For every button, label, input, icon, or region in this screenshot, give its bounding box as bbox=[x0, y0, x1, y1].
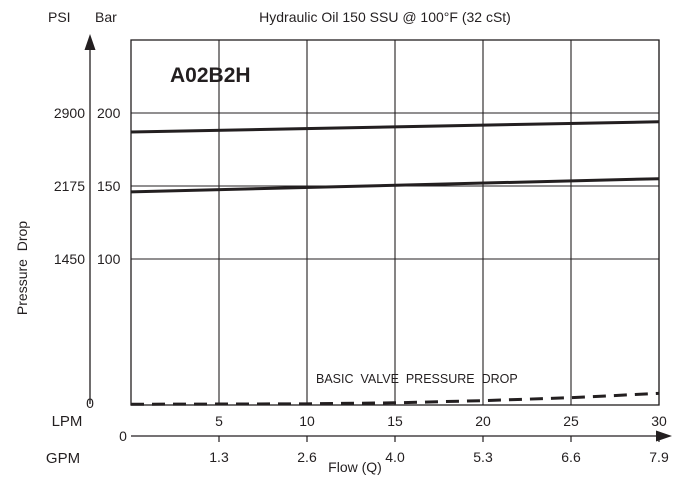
x-tick-label-lpm: 5 bbox=[215, 413, 223, 429]
psi-axis-header: PSI bbox=[48, 9, 71, 25]
y-axis-title: Pressure Drop bbox=[14, 221, 30, 315]
gpm-unit-label: GPM bbox=[46, 450, 80, 467]
x-tick-label-lpm: 20 bbox=[475, 413, 491, 429]
pressure-curve-line-2 bbox=[130, 177, 660, 194]
y-tick-labels: 200 2900 150 2175 100 1450 bbox=[54, 105, 121, 267]
y-tick-label-psi: 2900 bbox=[54, 105, 85, 121]
y-axis-arrowhead bbox=[84, 34, 96, 50]
gridlines bbox=[131, 40, 660, 405]
data-series bbox=[130, 120, 660, 406]
y-tick-label-psi: 2175 bbox=[54, 178, 85, 194]
x-tick-label-lpm: 15 bbox=[387, 413, 403, 429]
psi-zero-label: 0 bbox=[86, 395, 94, 411]
y-tick-label-bar: 150 bbox=[97, 178, 121, 194]
x-tick-label-gpm: 1.3 bbox=[209, 449, 229, 465]
bar-axis-header: Bar bbox=[95, 9, 117, 25]
lpm-unit-label: LPM bbox=[52, 413, 83, 430]
pressure-curve-line-1 bbox=[130, 120, 660, 134]
y-tick-label-bar: 200 bbox=[97, 105, 121, 121]
plot-frame bbox=[130, 39, 660, 406]
x-tick-label-gpm: 5.3 bbox=[473, 449, 493, 465]
x-tick-label-gpm: 4.0 bbox=[385, 449, 405, 465]
y-tick-label-psi: 1450 bbox=[54, 251, 85, 267]
flow-zero-label: 0 bbox=[119, 428, 127, 444]
x-tick-labels: 5 1.3 10 2.6 15 4.0 20 5.3 25 6.6 30 7.9 bbox=[209, 413, 669, 465]
x-axis-title: Flow (Q) bbox=[328, 459, 382, 475]
basic-valve-annotation: BASIC VALVE PRESSURE DROP bbox=[316, 372, 518, 386]
x-tick-label-lpm: 25 bbox=[563, 413, 579, 429]
model-label: A02B2H bbox=[170, 64, 251, 87]
x-tick-label-gpm: 2.6 bbox=[297, 449, 317, 465]
x-tick-label-gpm: 6.6 bbox=[561, 449, 581, 465]
y-tick-label-bar: 100 bbox=[97, 251, 121, 267]
x-axis-arrowhead bbox=[656, 430, 672, 442]
x-tick-label-gpm: 7.9 bbox=[649, 449, 669, 465]
chart-title: Hydraulic Oil 150 SSU @ 100°F (32 cSt) bbox=[259, 9, 511, 25]
x-tick-label-lpm: 30 bbox=[651, 413, 667, 429]
x-tick-label-lpm: 10 bbox=[299, 413, 315, 429]
